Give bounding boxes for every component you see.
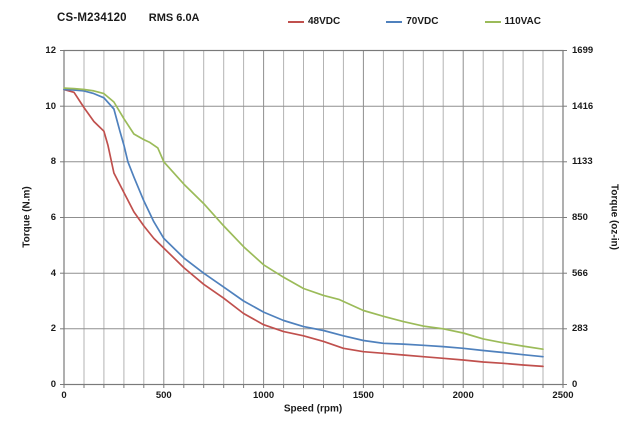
y-right-tick-1699: 1699 [572,45,594,56]
y-left-tick-4: 4 [50,267,56,279]
y-left-tick-6: 6 [50,212,56,223]
y-left-tick-12: 12 [45,45,56,56]
y-left-tick-0: 0 [50,379,56,390]
y-axis-title-right: Torque (oz-in) [608,184,620,250]
y-left-tick-8: 8 [50,156,56,168]
chart-title: CS-M234120 [57,12,127,24]
x-tick-0: 0 [61,390,67,401]
legend-swatch-110vac [484,20,501,23]
legend-label-70vdc: 70VDC [406,16,439,27]
y-right-tick-1133: 1133 [572,156,593,168]
x-tick-1500: 1500 [352,390,374,401]
legend-item-110vac: 110VAC [484,16,542,27]
series-line-110vac [63,87,544,351]
x-tick-2000: 2000 [452,390,474,401]
legend-swatch-48vdc [288,20,304,23]
chart-header: CS-M234120 RMS 6.0A [57,12,200,24]
series-line-48vdc [63,88,544,368]
legend-label-110vac: 110VAC [504,16,542,27]
x-tick-2500: 2500 [552,390,574,401]
y-axis-title-left: Torque (N.m) [21,186,33,248]
y-left-tick-10: 10 [45,100,56,112]
y-right-tick-566: 566 [572,267,588,279]
x-tick-500: 500 [155,390,172,401]
y-right-tick-850: 850 [572,212,588,223]
chart-subtitle: RMS 6.0A [148,12,200,24]
x-tick-1000: 1000 [253,390,275,401]
legend: 48VDC 70VDC 110VAC [288,16,541,27]
legend-item-48vdc: 48VDC [288,16,340,27]
legend-label-48vdc: 48VDC [308,16,341,27]
y-right-tick-1416: 1416 [572,100,594,112]
x-axis-title: Speed (rpm) [283,403,343,415]
y-right-tick-283: 283 [572,323,588,335]
y-right-tick-0: 0 [572,379,578,390]
legend-swatch-70vdc [386,20,403,23]
series-line-70vdc [63,88,544,358]
y-left-tick-2: 2 [50,323,56,335]
legend-item-70vdc: 70VDC [386,16,439,27]
